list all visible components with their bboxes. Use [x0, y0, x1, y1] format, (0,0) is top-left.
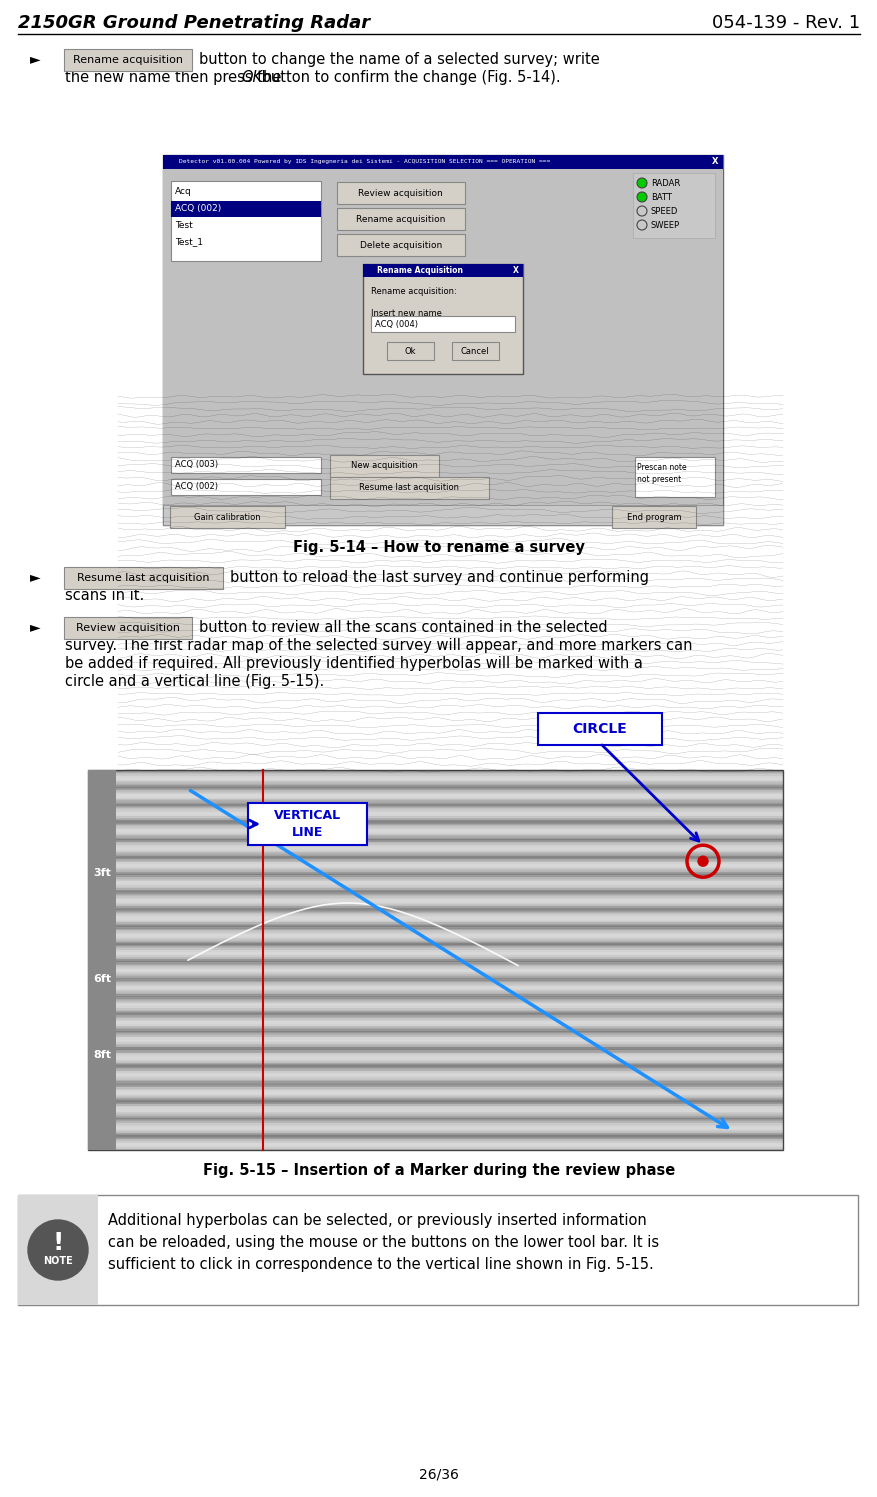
Text: OK: OK — [240, 70, 262, 85]
Text: button to change the name of a selected survey; write: button to change the name of a selected … — [198, 52, 599, 67]
Bar — [371, 316, 515, 332]
Text: SWEEP: SWEEP — [650, 220, 680, 229]
Bar — [163, 169, 722, 504]
Bar — [163, 504, 722, 525]
FancyBboxPatch shape — [337, 208, 464, 231]
Text: VERTICAL
LINE: VERTICAL LINE — [275, 808, 341, 838]
Text: 8ft: 8ft — [93, 1049, 111, 1060]
FancyBboxPatch shape — [330, 478, 488, 499]
Text: Insert new name: Insert new name — [371, 310, 441, 319]
Text: Additional hyperbolas can be selected, or previously inserted information
can be: Additional hyperbolas can be selected, o… — [108, 1213, 659, 1272]
Text: scans in it.: scans in it. — [65, 588, 144, 603]
Bar — [163, 156, 722, 169]
Text: NOTE: NOTE — [43, 1256, 73, 1266]
Text: ACQ (003): ACQ (003) — [175, 461, 217, 470]
Text: !: ! — [53, 1231, 64, 1254]
Text: Ok: Ok — [403, 346, 416, 355]
Text: SPEED: SPEED — [650, 207, 678, 216]
Text: Acq: Acq — [175, 187, 191, 196]
Bar — [88, 769, 782, 1150]
Text: 3ft: 3ft — [93, 868, 111, 877]
Bar — [171, 201, 321, 217]
Text: 6ft: 6ft — [93, 975, 111, 984]
Text: ACQ (004): ACQ (004) — [374, 319, 417, 328]
Text: ►: ► — [30, 52, 40, 66]
Text: Review acquisition: Review acquisition — [358, 189, 443, 198]
Text: button to confirm the change (Fig. 5-14).: button to confirm the change (Fig. 5-14)… — [257, 70, 560, 85]
Text: 26/36: 26/36 — [418, 1469, 459, 1482]
Text: ACQ (002): ACQ (002) — [175, 204, 221, 213]
Bar — [171, 479, 321, 496]
FancyBboxPatch shape — [611, 506, 695, 528]
Text: Test: Test — [175, 220, 193, 229]
FancyBboxPatch shape — [18, 1195, 857, 1305]
Text: Fig. 5-15 – Insertion of a Marker during the review phase: Fig. 5-15 – Insertion of a Marker during… — [203, 1163, 674, 1178]
Text: Detector v01.00.004 Powered by IDS Ingegneria dei Sistemi - ACQUISITION SELECTIO: Detector v01.00.004 Powered by IDS Ingeg… — [179, 160, 550, 165]
Text: button to reload the last survey and continue performing: button to reload the last survey and con… — [230, 570, 648, 585]
Text: Fig. 5-14 – How to rename a survey: Fig. 5-14 – How to rename a survey — [293, 540, 584, 555]
Text: be added if required. All previously identified hyperbolas will be marked with a: be added if required. All previously ide… — [65, 656, 642, 671]
Bar — [163, 156, 722, 525]
Text: ACQ (002): ACQ (002) — [175, 482, 217, 491]
Text: CIRCLE: CIRCLE — [572, 722, 627, 737]
Text: X: X — [512, 266, 518, 275]
Text: Resume last acquisition: Resume last acquisition — [77, 573, 210, 582]
Text: the new name then press the: the new name then press the — [65, 70, 286, 85]
FancyBboxPatch shape — [64, 567, 223, 588]
Text: End program: End program — [626, 512, 681, 521]
Text: button to review all the scans contained in the selected: button to review all the scans contained… — [198, 620, 607, 635]
FancyBboxPatch shape — [337, 234, 464, 256]
Text: BATT: BATT — [650, 193, 671, 202]
Circle shape — [637, 192, 646, 202]
Circle shape — [637, 178, 646, 189]
Text: Rename Acquisition: Rename Acquisition — [376, 266, 462, 275]
FancyBboxPatch shape — [337, 183, 464, 204]
Text: ►: ► — [30, 570, 40, 584]
FancyBboxPatch shape — [452, 341, 498, 359]
Bar — [171, 181, 321, 260]
FancyBboxPatch shape — [64, 617, 191, 639]
Text: ►: ► — [30, 620, 40, 635]
Bar — [88, 769, 116, 1150]
FancyBboxPatch shape — [538, 713, 661, 746]
Text: X: X — [711, 157, 717, 166]
Text: Delete acquisition: Delete acquisition — [360, 241, 441, 250]
Text: Test_1: Test_1 — [175, 238, 203, 247]
Bar — [634, 457, 714, 497]
Text: Cancel: Cancel — [460, 346, 488, 355]
Bar — [18, 1195, 98, 1305]
FancyBboxPatch shape — [64, 49, 191, 70]
Bar — [171, 457, 321, 473]
Circle shape — [28, 1220, 88, 1280]
Text: circle and a vertical line (Fig. 5-15).: circle and a vertical line (Fig. 5-15). — [65, 674, 324, 689]
Bar — [362, 263, 523, 277]
Text: 2150GR Ground Penetrating Radar: 2150GR Ground Penetrating Radar — [18, 13, 370, 31]
Text: survey. The first radar map of the selected survey will appear, and more markers: survey. The first radar map of the selec… — [65, 638, 692, 653]
Text: Rename acquisition:: Rename acquisition: — [371, 287, 456, 296]
Text: 054-139 - Rev. 1: 054-139 - Rev. 1 — [711, 13, 859, 31]
FancyBboxPatch shape — [248, 802, 367, 844]
Text: Resume last acquisition: Resume last acquisition — [359, 484, 459, 493]
FancyBboxPatch shape — [170, 506, 285, 528]
FancyBboxPatch shape — [330, 455, 438, 478]
Text: RADAR: RADAR — [650, 178, 680, 187]
Text: Rename acquisition: Rename acquisition — [356, 214, 445, 223]
Text: New acquisition: New acquisition — [351, 461, 417, 470]
Bar — [632, 174, 714, 238]
FancyBboxPatch shape — [387, 341, 433, 359]
Circle shape — [697, 856, 707, 867]
Text: Review acquisition: Review acquisition — [75, 623, 180, 633]
FancyBboxPatch shape — [362, 263, 523, 374]
Text: Rename acquisition: Rename acquisition — [73, 55, 182, 64]
Text: Gain calibration: Gain calibration — [194, 512, 260, 521]
Text: Prescan note
not present: Prescan note not present — [637, 463, 686, 484]
